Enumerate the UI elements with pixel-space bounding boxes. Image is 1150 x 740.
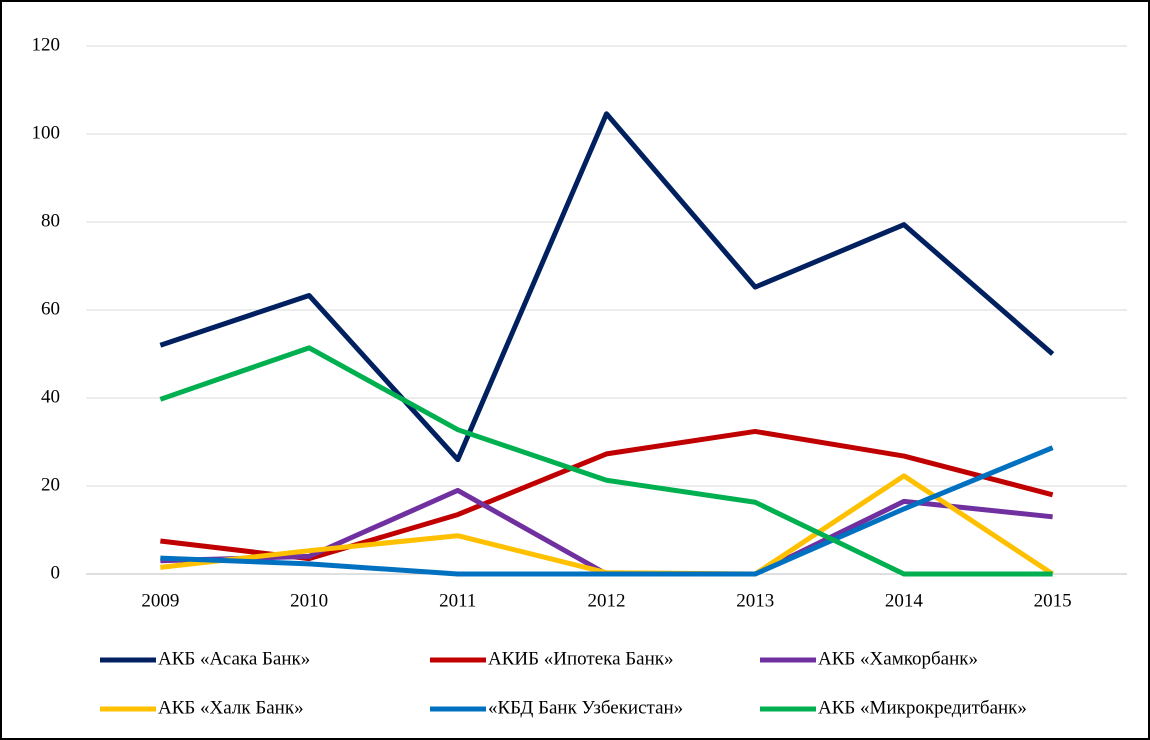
x-tick-label: 2010: [290, 590, 328, 611]
y-tick-label: 120: [32, 34, 61, 55]
series-line: [160, 445, 1054, 577]
legend-label: АКБ «Хамкорбанк»: [818, 648, 978, 669]
y-tick-label: 0: [51, 562, 61, 583]
legend-label: АКБ «Микрокредитбанк»: [818, 697, 1027, 718]
y-tick-label: 100: [32, 122, 61, 143]
x-tick-label: 2015: [1034, 590, 1072, 611]
y-tick-label: 60: [41, 298, 60, 319]
y-tick-label: 20: [41, 474, 60, 495]
legend-label: «КБД Банк Узбекистан»: [488, 697, 683, 718]
legend-label: АКБ «Асака Банк»: [158, 648, 310, 669]
x-tick-label: 2014: [885, 590, 924, 611]
x-tick-label: 2013: [736, 590, 774, 611]
series-line: [159, 345, 1053, 577]
legend-label: АКИБ «Ипотека Банк»: [488, 648, 674, 669]
y-tick-label: 40: [41, 386, 60, 407]
series-line: [159, 111, 1055, 463]
x-tick-label: 2011: [439, 590, 476, 611]
x-tick-label: 2012: [588, 590, 626, 611]
legend-label: АКБ «Халк Банк»: [158, 697, 304, 718]
x-tick-label: 2009: [141, 590, 179, 611]
y-tick-label: 80: [41, 210, 60, 231]
